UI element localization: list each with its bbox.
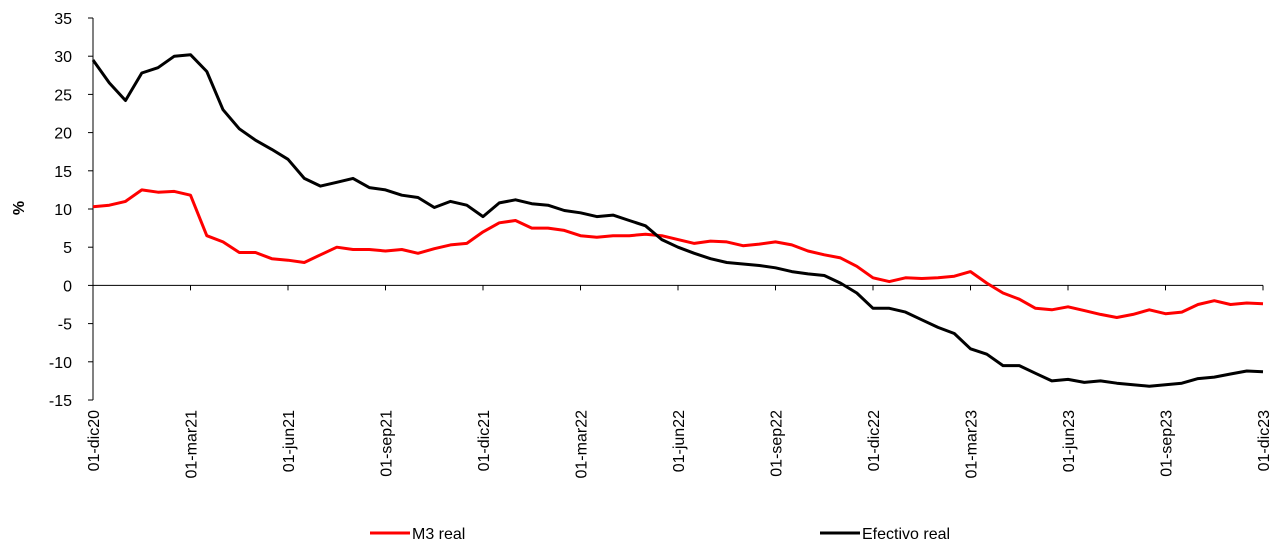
- x-tick-label: 01-mar22: [574, 410, 591, 479]
- y-tick-label: 5: [63, 240, 72, 257]
- x-tick-label: 01-sep23: [1159, 410, 1176, 477]
- x-tick-label: 01-sep21: [379, 410, 396, 477]
- legend-label: M3 real: [412, 526, 465, 543]
- y-tick-label: -10: [49, 355, 72, 372]
- x-tick-label: 01-jun21: [281, 410, 298, 472]
- y-tick-label: 35: [54, 11, 72, 28]
- x-tick-label: 01-dic21: [476, 410, 493, 471]
- y-tick-label: 25: [54, 87, 72, 104]
- y-tick-label: 0: [63, 278, 72, 295]
- y-axis-label: %: [11, 201, 28, 215]
- x-tick-label: 01-jun23: [1061, 410, 1078, 472]
- x-tick-label: 01-sep22: [769, 410, 786, 477]
- x-tick-label: 01-jun22: [671, 410, 688, 472]
- y-tick-label: -15: [49, 393, 72, 410]
- y-tick-label: -5: [58, 317, 72, 334]
- x-tick-label: 01-mar23: [964, 410, 981, 479]
- y-tick-label: 10: [54, 202, 72, 219]
- line-series: [92, 188, 1264, 319]
- x-tick-label: 01-dic23: [1256, 410, 1273, 471]
- x-tick-label: 01-mar21: [184, 410, 201, 479]
- legend-label: Efectivo real: [862, 526, 950, 543]
- y-tick-label: 20: [54, 126, 72, 143]
- y-tick-label: 30: [54, 49, 72, 66]
- x-tick-label: 01-dic20: [86, 410, 103, 471]
- line-series: [91, 53, 1264, 388]
- y-tick-label: 15: [54, 164, 72, 181]
- x-tick-label: 01-dic22: [866, 410, 883, 471]
